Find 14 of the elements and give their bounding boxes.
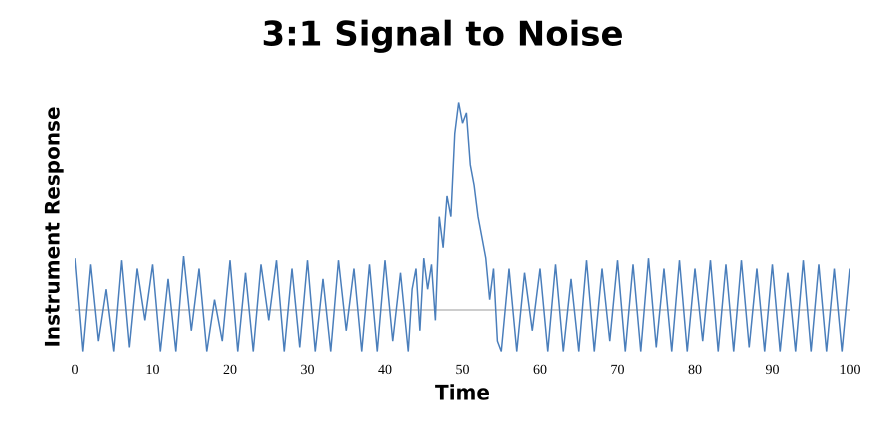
x-tick-label: 0 xyxy=(72,363,78,378)
x-tick-label: 90 xyxy=(766,363,780,378)
x-tick-label: 50 xyxy=(456,363,470,378)
x-axis-title: Time xyxy=(435,380,490,404)
x-tick-label: 10 xyxy=(146,363,160,378)
x-tick-label: 20 xyxy=(223,363,237,378)
x-tick-label: 30 xyxy=(300,363,314,378)
chart-title: 3:1 Signal to Noise xyxy=(261,14,624,54)
x-tick-label: 40 xyxy=(378,363,392,378)
x-tick-label: 60 xyxy=(533,363,547,378)
y-axis-title: Instrument Response xyxy=(40,106,64,348)
x-tick-label: 100 xyxy=(840,363,860,378)
x-tick-label: 70 xyxy=(610,363,624,378)
x-tick-label: 80 xyxy=(688,363,702,378)
